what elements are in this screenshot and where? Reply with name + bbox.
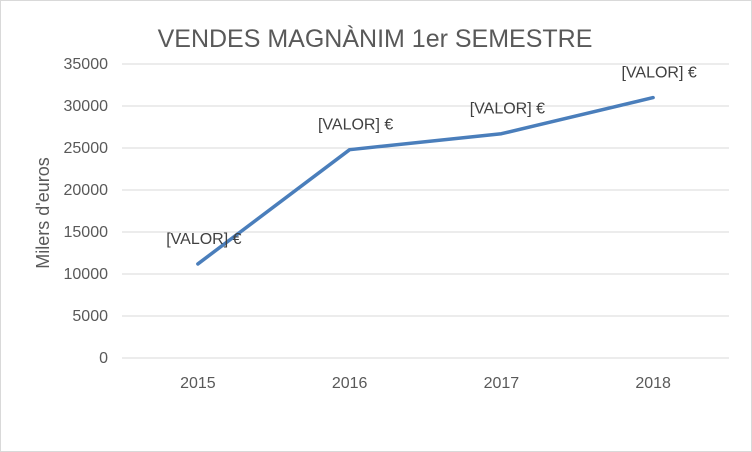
- data-label: [VALOR] €: [166, 231, 241, 248]
- data-label: [VALOR] €: [621, 65, 696, 82]
- data-label: [VALOR] €: [470, 101, 545, 118]
- y-tick-label: 35000: [64, 56, 109, 73]
- x-tick-label: 2015: [180, 375, 216, 392]
- y-tick-label: 25000: [64, 140, 109, 157]
- y-tick-label: 30000: [64, 98, 109, 115]
- x-tick-label: 2017: [484, 375, 520, 392]
- y-tick-label: 20000: [64, 182, 109, 199]
- x-tick-label: 2018: [635, 375, 671, 392]
- x-tick-label: 2016: [332, 375, 368, 392]
- chart-title: VENDES MAGNÀNIM 1er SEMESTRE: [158, 24, 593, 53]
- data-label: [VALOR] €: [318, 117, 393, 134]
- y-tick-label: 0: [99, 350, 108, 367]
- y-tick-label: 15000: [64, 224, 109, 241]
- y-tick-label: 5000: [72, 308, 108, 325]
- series-line: [196, 95, 655, 266]
- y-tick-label: 10000: [64, 266, 109, 283]
- y-axis-label: Milers d'euros: [33, 157, 53, 268]
